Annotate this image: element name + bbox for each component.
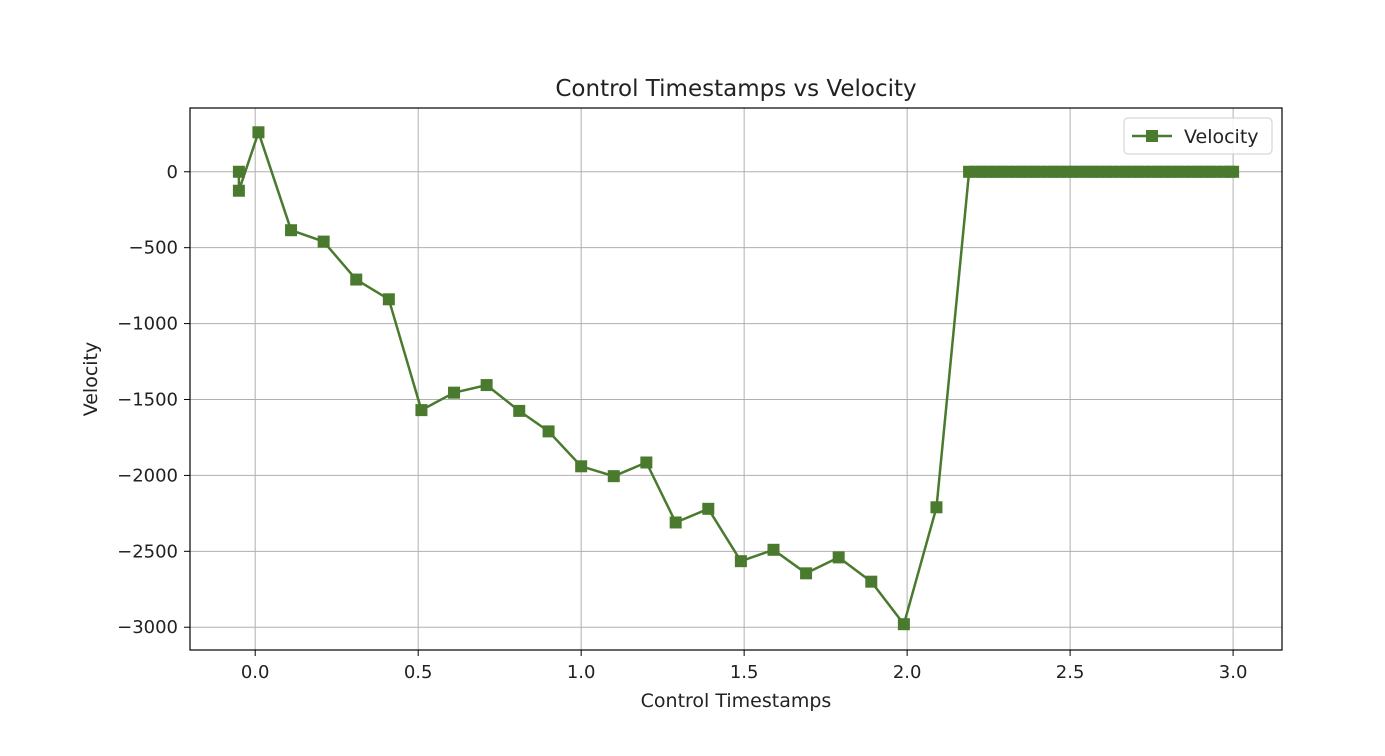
y-tick-label: −2500 [117,541,178,562]
data-point-marker [734,555,747,568]
data-point-marker [897,618,910,631]
series-line-velocity [237,131,1234,626]
data-point-marker [513,404,526,417]
data-point-marker [285,224,298,237]
x-tick-label: 1.0 [567,662,596,683]
data-point-marker [317,235,330,248]
data-point-marker [702,502,715,515]
plot-frame [189,107,1283,651]
y-tick-label: −2000 [117,465,178,486]
data-point-marker [1227,165,1240,178]
y-tick-label: 0 [167,162,178,183]
chart-title: Control Timestamps vs Velocity [555,76,916,102]
data-point-marker [232,184,245,197]
data-point-marker [832,551,845,564]
data-point-marker [800,567,813,580]
data-point-marker [232,165,245,178]
y-tick-label: −1500 [117,389,178,410]
data-point-marker [480,379,493,392]
series-layer [232,126,1240,631]
data-point-marker [930,501,943,514]
data-point-marker [640,456,653,469]
y-tick-label: −1000 [117,314,178,335]
legend-label-velocity: Velocity [1184,126,1259,148]
legend: Velocity [1123,117,1273,155]
data-point-marker [448,386,461,399]
x-tick-label: 1.5 [730,662,759,683]
x-axis-label: Control Timestamps [641,690,832,712]
data-point-marker [382,293,395,306]
data-point-marker [607,470,620,483]
data-point-marker [542,425,555,438]
x-tick-label: 2.0 [893,662,922,683]
data-point-marker [767,543,780,556]
axis-ticks: 0.0 0.5 1.0 1.5 2.0 2.5 3.0 0 −500 −1000 −1500 −200… [117,162,1247,683]
data-point-marker [350,273,363,286]
y-tick-label: −3000 [117,617,178,638]
x-tick-label: 0.5 [404,662,433,683]
data-point-marker [669,516,682,529]
data-point-marker [415,404,428,417]
x-tick-label: 3.0 [1219,662,1248,683]
data-point-marker [575,460,588,473]
data-point-marker [252,126,265,139]
y-axis-label: Velocity [80,342,102,417]
x-tick-label: 0.0 [241,662,270,683]
data-point-marker [865,575,878,588]
legend-box [1123,117,1273,155]
y-tick-label: −500 [129,238,178,259]
x-tick-label: 2.5 [1056,662,1085,683]
grid [190,108,1282,650]
legend-square-marker [1146,130,1158,142]
